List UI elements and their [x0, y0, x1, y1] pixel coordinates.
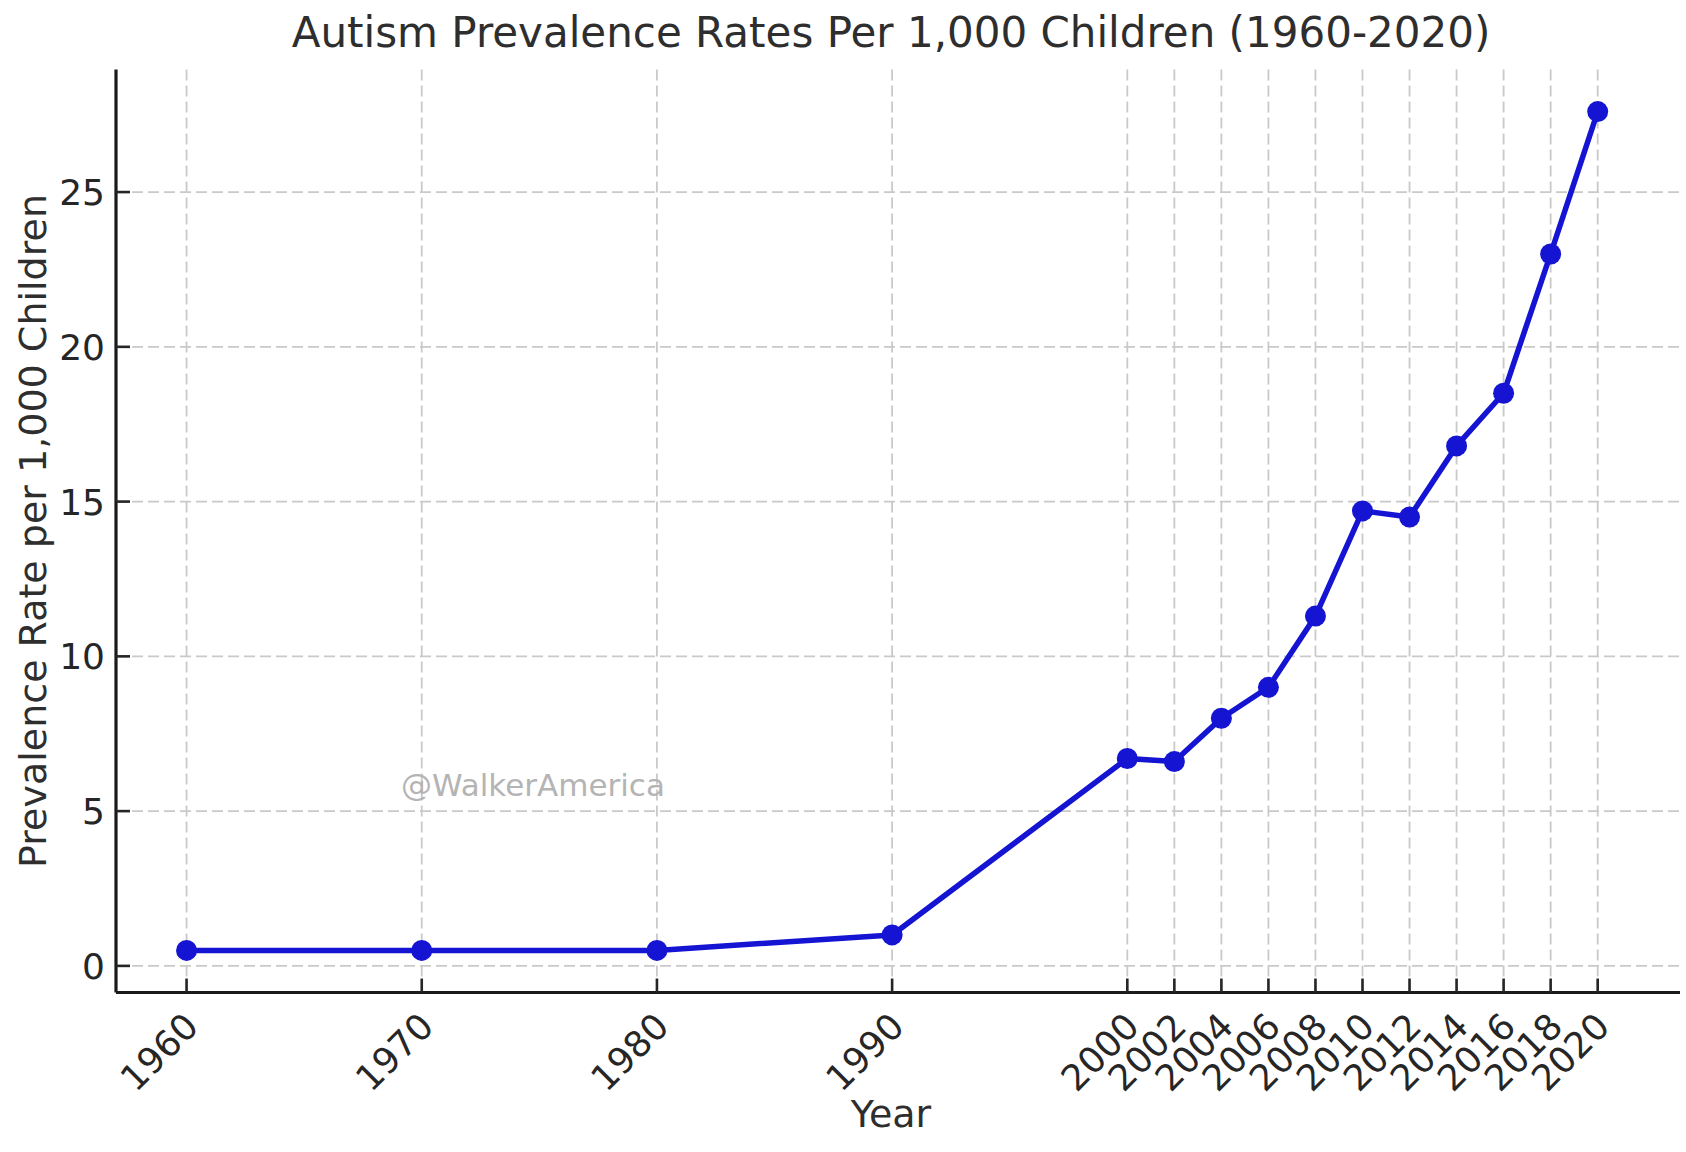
line-chart-canvas: 1960197019801990200020022004200620082010… — [0, 0, 1686, 1152]
data-point-marker — [1587, 101, 1608, 122]
axes-spines-and-ticks — [116, 70, 1680, 993]
data-point-marker — [1446, 435, 1467, 456]
data-point-marker — [1399, 507, 1420, 528]
y-tick-label: 25 — [59, 172, 105, 213]
data-point-marker — [1164, 751, 1185, 772]
data-point-marker — [1493, 383, 1514, 404]
y-tick-label: 5 — [82, 791, 105, 832]
watermark-text: @WalkerAmerica — [401, 767, 665, 803]
x-tick-labels: 1960197019801990200020022004200620082010… — [112, 1005, 1617, 1099]
y-tick-labels: 0 5 10 15 20 25 — [59, 172, 105, 987]
data-point-marker — [1305, 606, 1326, 627]
autism-prevalence-chart: 1960197019801990200020022004200620082010… — [0, 0, 1686, 1152]
y-tick-label: 20 — [59, 327, 105, 368]
data-point-marker — [1211, 708, 1232, 729]
gridlines — [116, 70, 1680, 993]
x-tick-label: 1980 — [583, 1005, 677, 1099]
y-axis-title: Prevalence Rate per 1,000 Children — [11, 194, 55, 868]
y-tick-label: 0 — [82, 946, 105, 987]
chart-title: Autism Prevalence Rates Per 1,000 Childr… — [292, 8, 1491, 57]
x-tick-label: 1990 — [818, 1005, 912, 1099]
data-point-marker — [1117, 748, 1138, 769]
data-point-marker — [411, 940, 432, 961]
x-axis-title: Year — [850, 1092, 932, 1136]
data-point-marker — [1352, 500, 1373, 521]
data-point-marker — [176, 940, 197, 961]
y-tick-label: 10 — [59, 636, 105, 677]
data-point-marker — [1258, 677, 1279, 698]
x-tick-label: 1970 — [348, 1005, 442, 1099]
data-point-marker — [646, 940, 667, 961]
x-tick-label: 1960 — [112, 1005, 206, 1099]
data-point-marker — [882, 924, 903, 945]
data-point-marker — [1540, 243, 1561, 264]
y-tick-label: 15 — [59, 482, 105, 523]
